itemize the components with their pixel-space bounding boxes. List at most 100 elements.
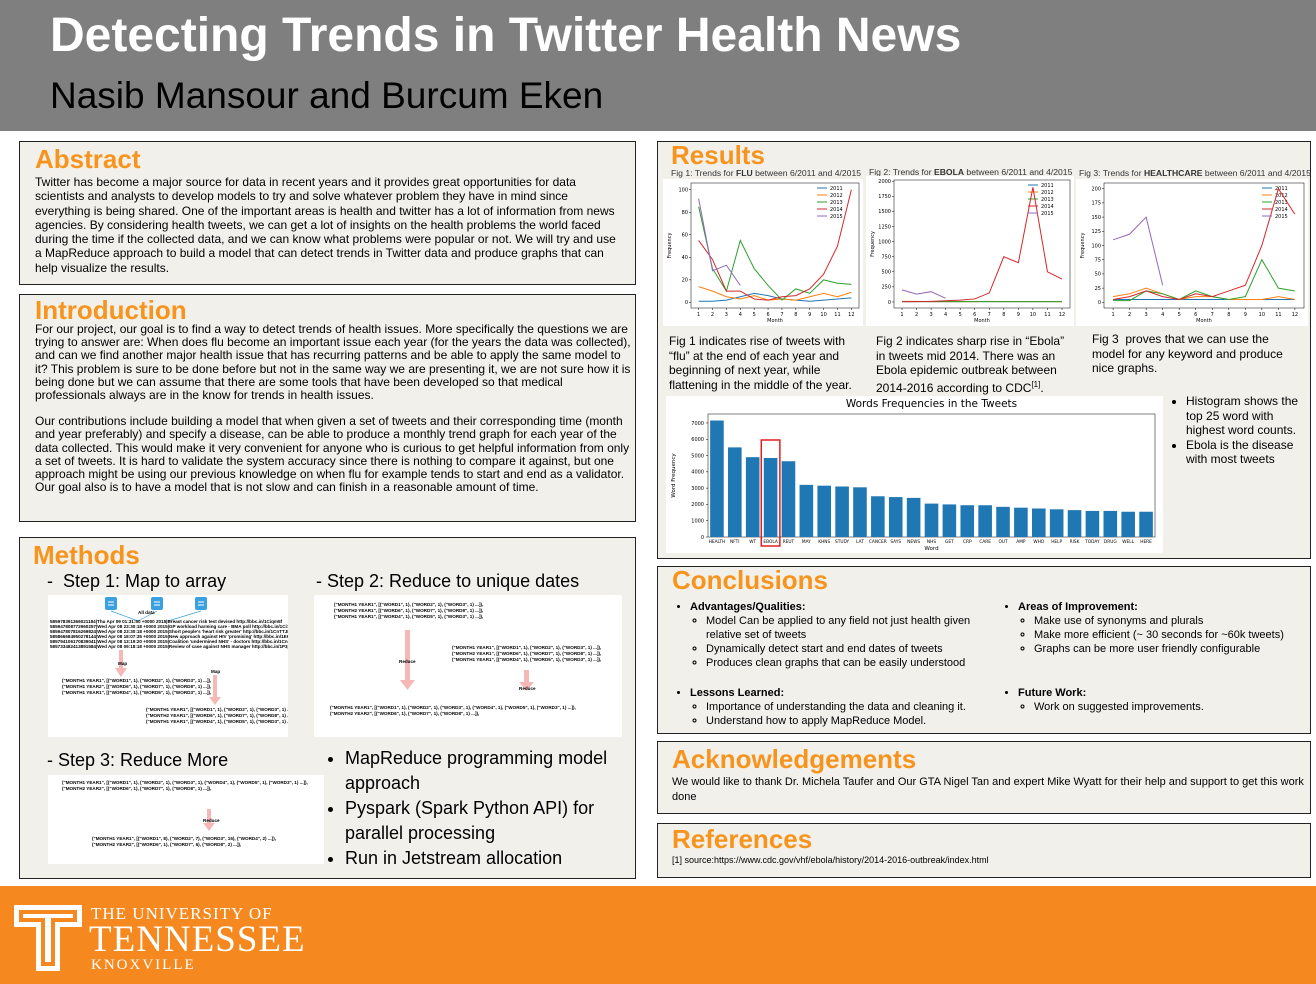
x-tick-label: RISK bbox=[1070, 539, 1080, 545]
x-tick-label: 9 bbox=[1244, 312, 1247, 318]
bar bbox=[710, 420, 724, 537]
bar bbox=[888, 497, 903, 537]
bar bbox=[942, 504, 957, 537]
x-tick-label: 9 bbox=[1017, 312, 1020, 318]
introduction-text: For our project, our goal is to find a w… bbox=[35, 322, 631, 494]
figure-title: Fig 3: Trends for HEALTHCARE between 6/2… bbox=[1079, 168, 1311, 178]
x-tick-label: AMP bbox=[1016, 539, 1026, 545]
x-tick-label: 1 bbox=[1111, 312, 1114, 318]
diagram-text: 585794106170839041|Wed Apr 08 13:19:20 +… bbox=[50, 639, 288, 644]
y-tick-label: 75 bbox=[1095, 258, 1101, 264]
legend-label: 2014 bbox=[830, 207, 843, 213]
x-tick-label: HEALTH bbox=[709, 539, 726, 545]
group-title: Areas of Improvement: bbox=[1018, 601, 1138, 613]
y-tick-label: 0 bbox=[888, 300, 891, 306]
y-tick-label: 2000 bbox=[691, 502, 704, 508]
legend-label: 2015 bbox=[830, 214, 843, 220]
legend-label: 2014 bbox=[1275, 207, 1288, 213]
x-tick-label: 8 bbox=[1002, 312, 1005, 318]
x-tick-label: 5 bbox=[959, 312, 962, 318]
legend-label: 2011 bbox=[830, 186, 843, 192]
y-tick-label: 5000 bbox=[691, 453, 704, 459]
y-tick-label: 4000 bbox=[691, 470, 704, 476]
x-tick-label: STUDY bbox=[835, 539, 850, 545]
x-tick-label: 10 bbox=[1030, 312, 1036, 318]
y-tick-label: 2000 bbox=[878, 179, 891, 185]
group-items: Model Can be applied to any field not ju… bbox=[690, 614, 1000, 670]
x-tick-label: 5 bbox=[1178, 312, 1181, 318]
diagram-text: ("MONTH2 YEAR2", [("WORD6", 1), ("WORD7"… bbox=[92, 842, 242, 847]
legend-label: 2013 bbox=[830, 200, 843, 206]
logo-line: THE UNIVERSITY OF bbox=[91, 904, 273, 923]
diagram-text: Map bbox=[211, 669, 221, 674]
x-tick-label: 12 bbox=[848, 312, 854, 318]
y-tick-label: 25 bbox=[1095, 286, 1101, 292]
bar bbox=[728, 447, 742, 537]
diagram-text: ("MONTH1 YEAR1", [("WORD1", 8), ("WORD2"… bbox=[92, 836, 277, 841]
y-axis-label: Word Frequency bbox=[671, 453, 677, 498]
bar bbox=[1031, 508, 1046, 537]
arrows bbox=[115, 650, 221, 705]
y-tick-label: 3000 bbox=[691, 486, 704, 492]
x-tick-label: 4 bbox=[1161, 312, 1164, 318]
group-items: Importance of understanding the data and… bbox=[690, 700, 1000, 728]
diagram-text: 585947807816269824|Wed Apr 08 23:30:18 +… bbox=[50, 629, 288, 634]
bar bbox=[1085, 510, 1100, 537]
authors: Nasib Mansour and Burcum Eken bbox=[50, 75, 604, 116]
bar bbox=[799, 484, 814, 537]
bar bbox=[996, 506, 1010, 537]
x-tick-label: WELL bbox=[1122, 539, 1134, 545]
sub-bullet: Model Can be applied to any field not ju… bbox=[706, 614, 1000, 642]
bar bbox=[1014, 507, 1028, 537]
diagram-text: ("MONTH2 YEAR1", [("WORD6", 1), ("WORD7"… bbox=[146, 713, 288, 718]
logo-mark bbox=[14, 905, 82, 971]
bar bbox=[763, 457, 778, 537]
legend-label: 2013 bbox=[1041, 197, 1054, 203]
title-part: Fig 2: Trends for bbox=[869, 167, 934, 177]
logo-line: TENNESSEE bbox=[89, 919, 306, 960]
y-tick-label: 6000 bbox=[691, 437, 704, 443]
diagram-text: ("MONTH1 YEAR1", [("WORD4", 1), ("WORD5"… bbox=[452, 657, 602, 662]
x-tick-label: 6 bbox=[1194, 312, 1197, 318]
footer: THE UNIVERSITY OF TENNESSEE KNOXVILLE bbox=[0, 886, 1316, 984]
step-diagram: ("MONTH1 YEAR1", [("WORD1", 1), ("WORD2"… bbox=[314, 595, 622, 737]
x-tick-label: WHO bbox=[1033, 539, 1044, 545]
title-part: between 6/2011 and 4/2015 bbox=[752, 168, 861, 178]
paragraph: For our project, our goal is to find a w… bbox=[35, 322, 631, 403]
chart-background bbox=[663, 179, 863, 326]
x-tick-label: 8 bbox=[1227, 312, 1230, 318]
x-tick-label: 3 bbox=[725, 312, 728, 318]
diagram-graphics bbox=[203, 809, 215, 831]
bar bbox=[1121, 511, 1135, 537]
x-tick-label: 4 bbox=[944, 312, 947, 318]
series-line bbox=[901, 289, 946, 299]
heading: Introduction bbox=[35, 295, 187, 325]
bar bbox=[978, 505, 992, 537]
bar bbox=[853, 487, 867, 537]
x-tick-label: NHS bbox=[927, 539, 936, 545]
x-tick-label: CRP bbox=[963, 539, 972, 545]
x-tick-label: NEWS bbox=[907, 539, 920, 545]
diagram-text: ("MONTH1 YEAR1", [("WORD1", 1), ("WORD2"… bbox=[452, 645, 602, 650]
diagram-text: ("MONTH1 YEAR1", [("WORD1", 1), ("WORD2"… bbox=[146, 707, 288, 712]
diagram-text: ("MONTH1 YEAR1", [("WORD1", 1), ("WORD2"… bbox=[330, 705, 576, 710]
legend-label: 2012 bbox=[1275, 193, 1288, 199]
sub-bullet: Work on suggested improvements. bbox=[1034, 700, 1316, 714]
plot-frame bbox=[893, 179, 1071, 309]
y-tick-label: 500 bbox=[881, 270, 891, 276]
bar bbox=[781, 461, 796, 537]
x-tick-label: HELP bbox=[1051, 539, 1062, 545]
methods-bullets: MapReduce programming model approach Pys… bbox=[328, 746, 615, 871]
caption: Fig 3 proves that we can use the model f… bbox=[1092, 332, 1287, 376]
y-tick-label: 0 bbox=[685, 300, 688, 306]
title: Detecting Trends in Twitter Health News bbox=[50, 9, 962, 62]
x-tick-label: 7 bbox=[780, 312, 783, 318]
y-tick-label: 1750 bbox=[878, 194, 891, 200]
bar bbox=[835, 486, 849, 537]
x-tick-label: 7 bbox=[1211, 312, 1214, 318]
bar bbox=[817, 485, 832, 537]
diagram-text: ("MONTH2 YEAR1", [("WORD6", 1), ("WORD7"… bbox=[334, 608, 484, 613]
